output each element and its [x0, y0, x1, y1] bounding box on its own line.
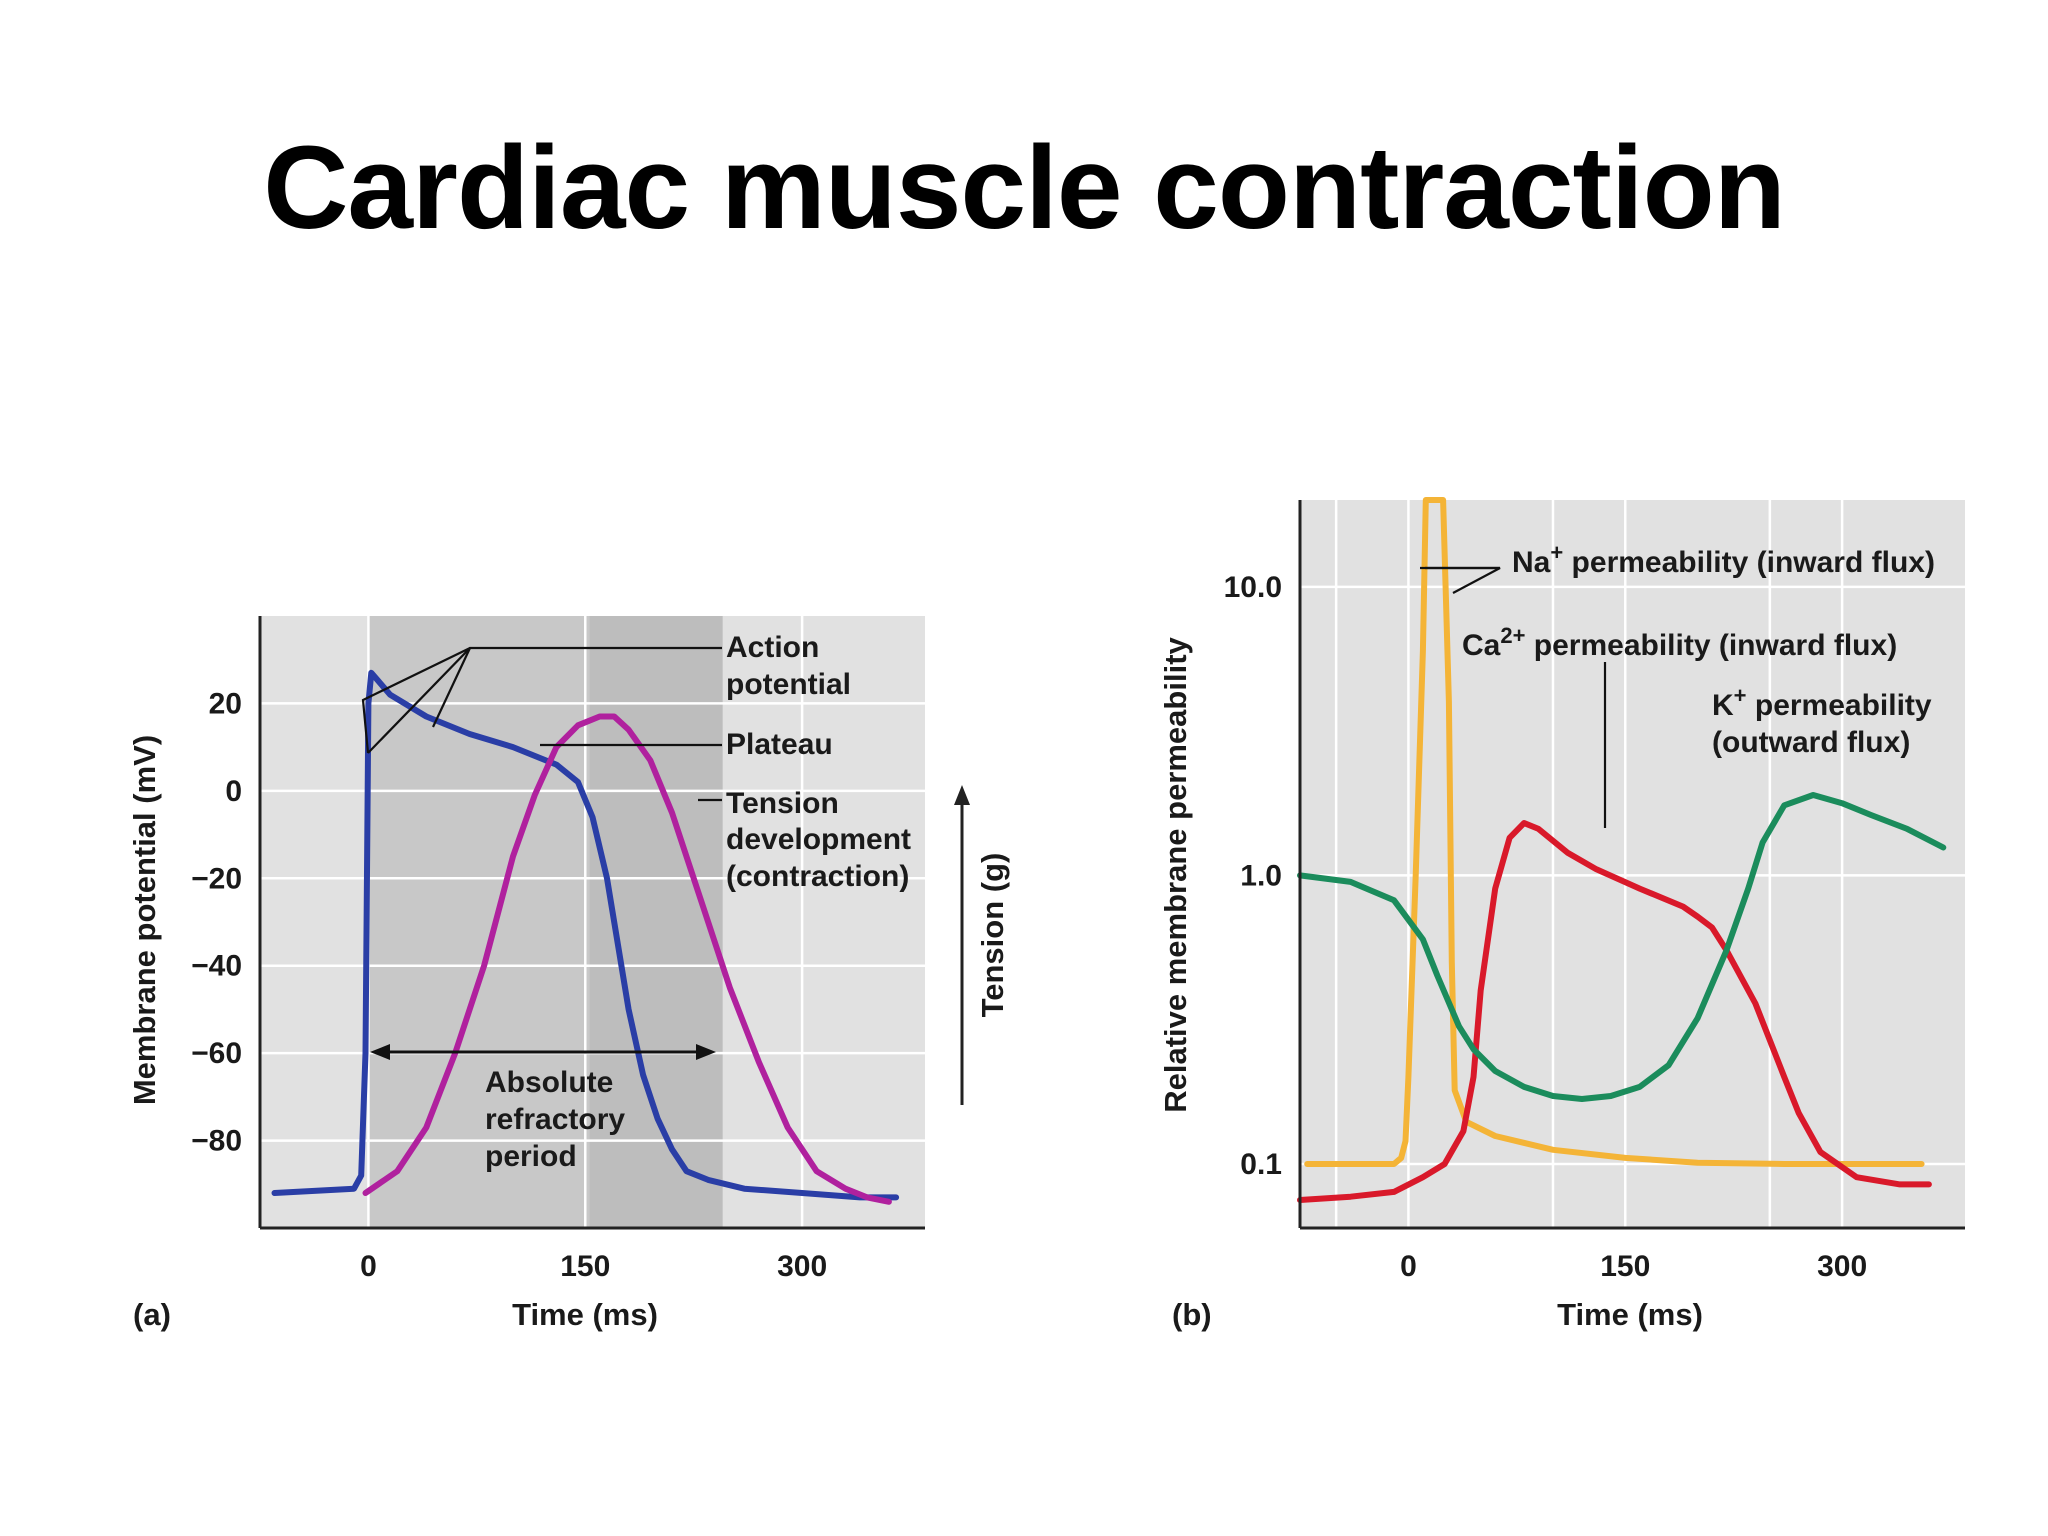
plot-a-x-ticks: 0 150 300 [360, 1250, 827, 1283]
refractory-shade-dark [589, 616, 723, 1228]
tension-axis-label: Tension (g) [975, 853, 1010, 1018]
tension-label-line1: Tension [726, 787, 839, 820]
plot-a-y-ticks: 20 0 −20 −40 −60 −80 [191, 687, 242, 1157]
y-tick-label: −20 [191, 862, 242, 895]
plot-b-x-ticks: 0 150 300 [1400, 1250, 1867, 1283]
plateau-label: Plateau [726, 728, 833, 761]
y-tick-label: 10.0 [1224, 571, 1282, 604]
plot-a-series [271, 669, 900, 1205]
x-tick-label: 150 [560, 1250, 610, 1283]
series-line-action-potential [271, 669, 900, 1201]
plot-a-y-label: Membrane potential (mV) [127, 735, 162, 1105]
k-label-ion: K [1712, 689, 1734, 722]
x-tick-label: 150 [1600, 1250, 1650, 1283]
k-label-rest: permeability [1747, 689, 1932, 722]
y-tick-label: 0.1 [1240, 1148, 1282, 1181]
na-label-charge: + [1550, 540, 1563, 565]
y-tick-label: −60 [191, 1037, 242, 1070]
action-potential-label-line1: Action [726, 631, 819, 664]
series-line-k [1297, 792, 1947, 1102]
series-line-na [1304, 497, 1925, 1167]
na-label-ion: Na [1512, 546, 1551, 579]
refractory-label-line2: refractory [485, 1103, 625, 1136]
k-permeability-label-line2: (outward flux) [1712, 726, 1910, 759]
panel-a-label: (a) [133, 1297, 171, 1332]
action-potential-leader-2 [361, 647, 471, 754]
y-tick-label: −40 [191, 950, 242, 983]
panel-a-membrane-potential-chart: 20 0 −20 −40 −60 −80 0 150 300 Membrane potenti… [127, 616, 1010, 1332]
ca-label-charge: 2+ [1500, 623, 1525, 648]
series-line-tension [362, 713, 892, 1205]
x-tick-label: 300 [1817, 1250, 1867, 1283]
ca-label-ion: Ca [1462, 629, 1501, 662]
panel-b-permeability-chart: 10.0 1.0 0.1 0 150 300 Relative membrane per… [1158, 497, 1965, 1332]
plot-b-series [1297, 497, 1947, 1203]
x-tick-label: 0 [1400, 1250, 1417, 1283]
y-tick-label: 1.0 [1240, 859, 1282, 892]
x-tick-label: 0 [360, 1250, 377, 1283]
refractory-arrow-left-head [370, 1044, 390, 1060]
y-tick-label: 0 [225, 775, 242, 808]
ca-permeability-label: Ca2+ permeability (inward flux) [1462, 623, 1897, 662]
plot-a-x-label: Time (ms) [512, 1297, 658, 1332]
tension-label-line2: development [726, 823, 911, 856]
plot-b-background [1300, 500, 1965, 1228]
action-potential-label-line2: potential [726, 668, 851, 701]
na-label-rest: permeability (inward flux) [1563, 546, 1935, 579]
k-label-charge: + [1734, 683, 1747, 708]
plot-b-y-label: Relative membrane permeability [1158, 636, 1193, 1112]
k-permeability-label: K+ permeability [1712, 683, 1932, 722]
tension-label-line3: (contraction) [726, 860, 909, 893]
panel-b-label: (b) [1172, 1297, 1212, 1332]
refractory-arrow-right-head [696, 1044, 716, 1060]
ca-label-rest: permeability (inward flux) [1525, 629, 1897, 662]
y-tick-label: 20 [209, 687, 242, 720]
tension-arrow-head [954, 785, 970, 805]
na-permeability-label: Na+ permeability (inward flux) [1512, 540, 1935, 579]
refractory-label-line1: Absolute [485, 1066, 613, 1099]
series-line-ca [1297, 820, 1932, 1203]
x-tick-label: 300 [777, 1250, 827, 1283]
refractory-label-line3: period [485, 1140, 577, 1173]
action-potential-leader-3 [432, 647, 471, 728]
y-tick-label: −80 [191, 1125, 242, 1158]
plot-b-y-ticks: 10.0 1.0 0.1 [1224, 571, 1282, 1181]
slide-title: Cardiac muscle contraction [263, 122, 1786, 254]
plot-b-x-label: Time (ms) [1557, 1297, 1703, 1332]
